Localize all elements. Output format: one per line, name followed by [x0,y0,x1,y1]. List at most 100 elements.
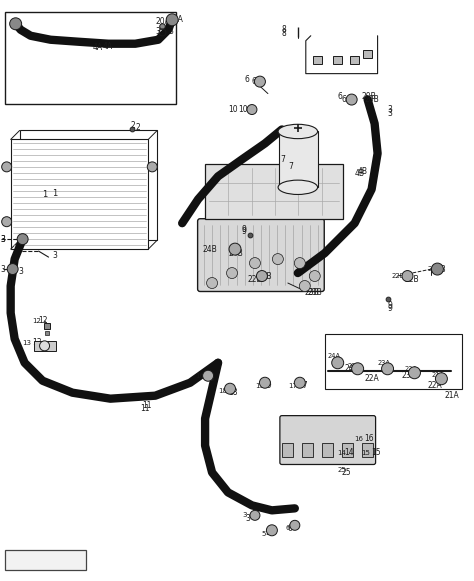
Text: 3: 3 [388,109,392,118]
Text: 21A: 21A [431,372,444,378]
Bar [363,50,372,58]
Circle shape [382,363,393,375]
Bar [5,12,176,103]
Circle shape [299,281,310,292]
Text: 4A: 4A [92,43,102,52]
Text: 5: 5 [262,531,266,537]
Text: 8: 8 [282,29,287,38]
Text: 14: 14 [345,448,354,457]
Circle shape [2,162,12,172]
Text: 4B: 4B [358,167,368,176]
Text: 22A: 22A [365,374,379,383]
Circle shape [247,105,257,114]
Text: 9: 9 [388,302,392,310]
Bar [11,139,148,249]
Circle shape [225,383,236,394]
Text: 2: 2 [130,121,135,130]
Text: 23B: 23B [308,289,322,297]
Text: 22A: 22A [404,366,418,372]
Text: 25: 25 [342,468,351,477]
Text: 3: 3 [245,514,250,523]
Text: 11: 11 [142,401,152,410]
Circle shape [259,377,270,388]
Text: 17: 17 [288,383,297,389]
Circle shape [352,363,364,375]
Circle shape [290,521,300,530]
Text: 10: 10 [228,105,237,114]
Circle shape [229,243,241,255]
Text: 8: 8 [282,25,287,34]
Text: 3: 3 [388,105,392,114]
Bar [350,56,359,64]
FancyBboxPatch shape [198,218,324,292]
Text: 9: 9 [388,304,392,313]
Text: 15: 15 [372,448,381,457]
Text: 1: 1 [43,190,48,199]
Circle shape [402,271,413,282]
Circle shape [431,263,443,275]
Text: 16: 16 [195,373,204,379]
Text: 4B: 4B [355,169,365,178]
Text: 3: 3 [168,27,173,36]
Text: 6: 6 [252,77,257,86]
Text: 2: 2 [135,123,140,132]
Bar [362,443,373,457]
Text: 23B: 23B [305,289,319,297]
Text: 7: 7 [288,162,293,171]
FancyBboxPatch shape [280,415,375,464]
Text: 18: 18 [228,388,237,397]
Bar [205,164,343,219]
Circle shape [310,271,320,282]
Ellipse shape [278,180,318,195]
Bar [283,443,293,457]
Text: 3: 3 [0,235,6,243]
Circle shape [9,18,22,30]
Bar [302,443,313,457]
Circle shape [266,525,277,536]
Circle shape [294,377,305,388]
Text: 16: 16 [355,436,364,442]
Text: 22B: 22B [392,273,405,279]
Text: 22B: 22B [258,271,273,281]
Text: 3: 3 [18,267,24,275]
Circle shape [7,264,18,275]
Text: 11: 11 [140,404,150,413]
Text: 3: 3 [0,264,6,274]
Text: 18: 18 [218,388,227,394]
Text: 16: 16 [205,374,215,383]
Text: 14: 14 [337,450,346,456]
Text: 25: 25 [337,468,346,474]
Text: 12: 12 [38,317,48,325]
Text: 23A: 23A [401,371,416,380]
Text: 9: 9 [242,225,247,234]
Circle shape [249,257,260,268]
Text: 1: 1 [53,189,58,198]
Circle shape [294,257,305,268]
Circle shape [166,14,178,26]
Text: 24A: 24A [345,364,360,373]
Circle shape [250,510,260,521]
Text: 19: 19 [255,383,264,389]
Text: 6: 6 [245,75,250,84]
Circle shape [147,162,157,172]
Text: 24B: 24B [202,245,217,254]
Text: 3: 3 [155,27,160,36]
Text: 21B: 21B [428,266,441,272]
Bar [342,443,353,457]
Bar [333,56,342,64]
Text: 6: 6 [288,524,293,533]
Circle shape [409,367,420,379]
Text: 13: 13 [23,340,32,346]
Text: 22A: 22A [347,363,361,369]
Text: 6: 6 [342,95,346,104]
Text: 3: 3 [0,235,6,243]
Circle shape [17,234,28,245]
Circle shape [436,373,447,385]
Text: 20B: 20B [362,92,376,101]
Text: 3: 3 [242,512,246,518]
Text: 4A: 4A [102,42,112,51]
Text: 20A: 20A [155,17,170,26]
Text: 21A: 21A [445,391,459,400]
Circle shape [255,76,265,87]
Text: KVP13786: KVP13786 [26,555,65,565]
